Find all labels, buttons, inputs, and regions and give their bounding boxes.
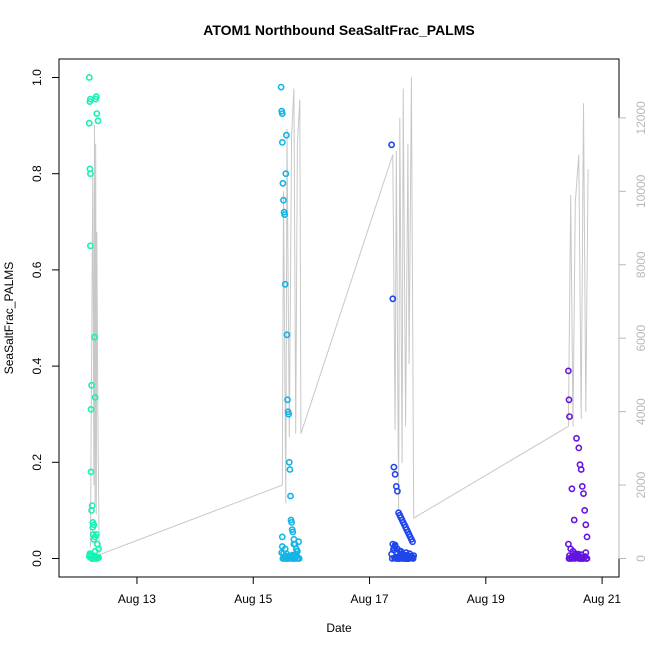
chart-title: ATOM1 Northbound SeaSaltFrac_PALMS (203, 22, 474, 38)
data-point (391, 541, 399, 549)
data-point (282, 131, 290, 139)
y-tick-label: 0.6 (30, 261, 44, 278)
x-tick-label: Aug 17 (351, 592, 389, 606)
data-point (583, 555, 590, 562)
data-point (571, 555, 579, 562)
data-point (88, 506, 95, 514)
data-point (580, 490, 587, 497)
y2-tick-label: 8000 (634, 251, 648, 278)
data-point (85, 74, 93, 81)
x-tick-label: Aug 15 (234, 592, 272, 606)
data-point (573, 434, 580, 442)
data-point (278, 543, 286, 550)
data-point (295, 555, 303, 562)
x-tick-label: Aug 13 (118, 592, 156, 606)
data-point (280, 196, 287, 204)
data-point (87, 242, 94, 250)
data-point (582, 521, 590, 529)
data-point (583, 533, 591, 541)
data-point (278, 533, 286, 541)
data-point (87, 170, 94, 178)
data-point (570, 516, 578, 524)
data-point (91, 393, 99, 401)
data-point (281, 211, 288, 218)
data-point (565, 396, 573, 404)
data-point (579, 555, 587, 562)
data-point (389, 295, 397, 303)
y-tick-label: 0.0 (30, 550, 44, 567)
data-point (87, 468, 95, 476)
data-point (388, 141, 395, 149)
data-point (88, 381, 95, 389)
data-point (288, 519, 295, 526)
data-point (285, 410, 293, 418)
data-point (388, 550, 395, 558)
y-tick-label: 0.4 (30, 357, 44, 374)
data-point (90, 521, 98, 529)
data-point (390, 463, 398, 471)
data-point (409, 538, 416, 546)
data-point (581, 506, 589, 514)
data-point (91, 547, 99, 555)
secondary-trace-layer (89, 77, 589, 556)
y2-tick-label: 2000 (634, 471, 648, 498)
data-point (93, 110, 101, 117)
secondary-trace-line (89, 77, 589, 556)
y2-tick-label: 10000 (634, 174, 648, 208)
data-point (279, 179, 287, 187)
data-point (566, 413, 573, 420)
y-tick-label: 1.0 (30, 69, 44, 86)
y2-tick-label: 12000 (634, 101, 648, 135)
y2-tick-label: 6000 (634, 325, 648, 352)
data-point (407, 552, 415, 560)
data-point (285, 458, 293, 466)
data-point (277, 83, 285, 91)
data-point (283, 331, 291, 339)
y-tick-label: 0.2 (30, 454, 44, 471)
data-point (567, 553, 575, 561)
y-tick-label: 0.8 (30, 165, 44, 182)
data-point (568, 485, 576, 493)
points-layer (85, 74, 591, 562)
data-point (575, 444, 583, 452)
data-point (284, 555, 292, 562)
data-point (286, 466, 294, 473)
data-point (87, 405, 95, 413)
data-point (574, 550, 582, 558)
data-point (287, 492, 294, 500)
data-point (94, 554, 101, 562)
data-point (393, 487, 401, 495)
data-point (85, 119, 93, 127)
y2-tick-label: 0 (634, 555, 648, 562)
data-point (284, 396, 291, 404)
data-point (92, 531, 100, 538)
data-point (577, 466, 585, 473)
y-axis-label: SeaSaltFrac_PALMS (2, 262, 16, 375)
data-point (92, 93, 100, 101)
data-point (91, 333, 98, 341)
axes-layer: Aug 13 Aug 15 Aug 17 Aug 19 Aug 21 0.0 0.2 0.4 0… (30, 69, 648, 606)
data-point (282, 170, 290, 178)
x-tick-label: Aug 19 (467, 592, 505, 606)
data-point (290, 540, 298, 548)
data-point (278, 138, 286, 146)
data-point (278, 110, 286, 117)
x-axis-label: Date (326, 621, 352, 635)
data-point (578, 482, 586, 490)
x-tick-label: Aug 21 (583, 592, 621, 606)
data-point (393, 549, 401, 557)
data-point (281, 280, 289, 288)
data-point (565, 367, 572, 375)
data-point (289, 528, 297, 536)
data-point (94, 117, 102, 125)
data-point (293, 547, 301, 555)
data-point (391, 470, 399, 478)
y2-tick-label: 4000 (634, 398, 648, 425)
